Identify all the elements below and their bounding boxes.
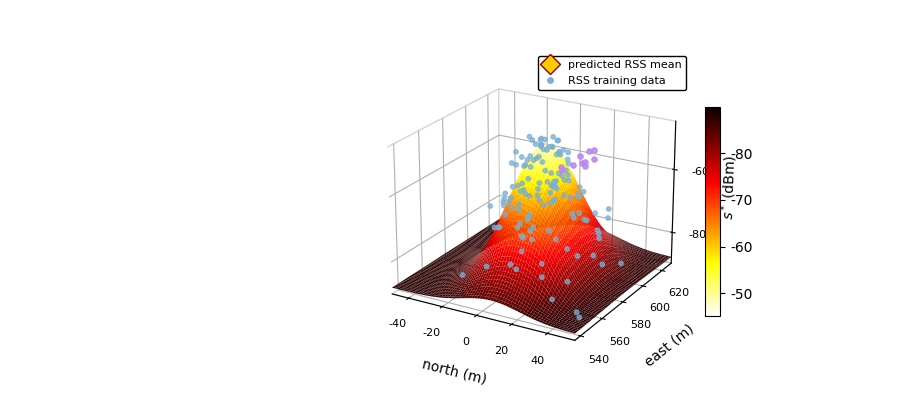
Legend: predicted RSS mean, RSS training data: predicted RSS mean, RSS training data	[537, 56, 686, 90]
X-axis label: north (m): north (m)	[420, 357, 488, 386]
Y-axis label: east (m): east (m)	[643, 321, 697, 369]
